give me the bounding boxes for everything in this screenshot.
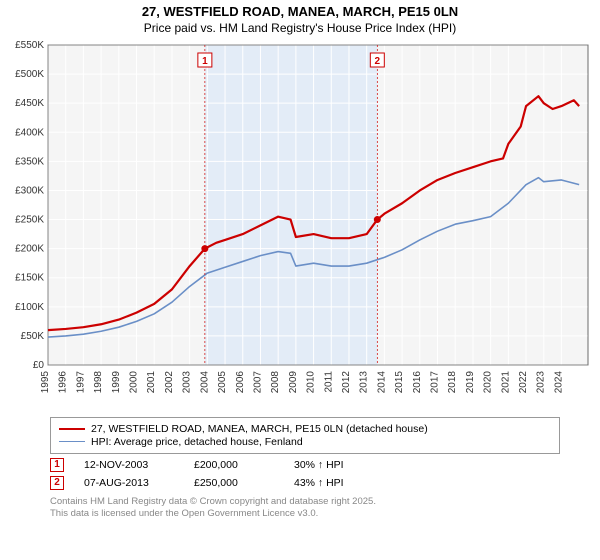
- marker-date: 07-AUG-2013: [84, 477, 174, 489]
- legend-row: 27, WESTFIELD ROAD, MANEA, MARCH, PE15 0…: [59, 423, 551, 435]
- marker-row: 2 07-AUG-2013 £250,000 43% ↑ HPI: [50, 476, 560, 490]
- footer-line2: This data is licensed under the Open Gov…: [50, 508, 560, 520]
- svg-text:£150K: £150K: [15, 273, 44, 284]
- svg-text:2020: 2020: [483, 370, 494, 393]
- marker-row: 1 12-NOV-2003 £200,000 30% ↑ HPI: [50, 458, 560, 472]
- chart-area: £0 £50K £100K £150K £200K £250K £300K £350K £400…: [0, 41, 600, 411]
- marker-date: 12-NOV-2003: [84, 459, 174, 471]
- svg-text:2018: 2018: [447, 370, 458, 393]
- legend: 27, WESTFIELD ROAD, MANEA, MARCH, PE15 0…: [50, 417, 560, 454]
- svg-text:2007: 2007: [252, 370, 263, 393]
- marker-badge: 2: [50, 476, 64, 490]
- marker-hpi: 43% ↑ HPI: [294, 477, 374, 489]
- svg-text:2012: 2012: [341, 370, 352, 393]
- footer-attribution: Contains HM Land Registry data © Crown c…: [50, 496, 560, 521]
- svg-text:2021: 2021: [500, 370, 511, 393]
- svg-text:2015: 2015: [394, 370, 405, 393]
- svg-text:£400K: £400K: [15, 127, 44, 138]
- svg-text:£300K: £300K: [15, 185, 44, 196]
- legend-label: 27, WESTFIELD ROAD, MANEA, MARCH, PE15 0…: [91, 423, 428, 435]
- svg-text:2013: 2013: [359, 370, 370, 393]
- svg-text:£550K: £550K: [15, 41, 44, 51]
- marker-badge: 1: [50, 458, 64, 472]
- svg-text:2005: 2005: [217, 370, 228, 393]
- svg-text:1998: 1998: [93, 370, 104, 393]
- svg-text:2019: 2019: [465, 370, 476, 393]
- svg-text:2004: 2004: [199, 370, 210, 393]
- chart-title-line1: 27, WESTFIELD ROAD, MANEA, MARCH, PE15 0…: [0, 0, 600, 21]
- svg-text:1995: 1995: [40, 370, 51, 393]
- legend-swatch: [59, 441, 85, 442]
- svg-text:2022: 2022: [518, 370, 529, 393]
- svg-text:2024: 2024: [553, 370, 564, 393]
- svg-text:£450K: £450K: [15, 98, 44, 109]
- svg-text:1999: 1999: [111, 370, 122, 393]
- legend-swatch: [59, 428, 85, 430]
- svg-text:£500K: £500K: [15, 69, 44, 80]
- svg-text:£200K: £200K: [15, 244, 44, 255]
- svg-text:£0: £0: [33, 360, 45, 371]
- footer-line1: Contains HM Land Registry data © Crown c…: [50, 496, 560, 508]
- svg-text:2011: 2011: [323, 370, 334, 392]
- svg-text:2014: 2014: [376, 370, 387, 393]
- marker-price: £200,000: [194, 459, 274, 471]
- legend-row: HPI: Average price, detached house, Fenl…: [59, 436, 551, 448]
- svg-text:2023: 2023: [536, 370, 547, 393]
- svg-text:2008: 2008: [270, 370, 281, 393]
- legend-label: HPI: Average price, detached house, Fenl…: [91, 436, 303, 448]
- svg-text:2002: 2002: [164, 370, 175, 393]
- svg-text:2009: 2009: [288, 370, 299, 393]
- svg-text:1: 1: [202, 56, 208, 67]
- svg-text:£250K: £250K: [15, 214, 44, 225]
- svg-text:£350K: £350K: [15, 156, 44, 167]
- svg-text:£100K: £100K: [15, 302, 44, 313]
- svg-text:1997: 1997: [75, 370, 86, 393]
- svg-text:2000: 2000: [129, 370, 140, 393]
- marker-price: £250,000: [194, 477, 274, 489]
- svg-text:2003: 2003: [182, 370, 193, 393]
- svg-text:2006: 2006: [235, 370, 246, 393]
- chart-title-line2: Price paid vs. HM Land Registry's House …: [0, 21, 600, 41]
- line-chart-svg: £0 £50K £100K £150K £200K £250K £300K £350K £400…: [0, 41, 600, 411]
- svg-text:£50K: £50K: [21, 331, 45, 342]
- marker-hpi: 30% ↑ HPI: [294, 459, 374, 471]
- svg-text:2017: 2017: [430, 370, 441, 393]
- svg-text:2001: 2001: [146, 370, 157, 393]
- svg-text:2: 2: [375, 56, 381, 67]
- svg-text:1996: 1996: [58, 370, 69, 393]
- svg-text:2010: 2010: [306, 370, 317, 393]
- svg-text:2016: 2016: [412, 370, 423, 393]
- sale-markers-table: 1 12-NOV-2003 £200,000 30% ↑ HPI 2 07-AUG-201…: [50, 458, 560, 490]
